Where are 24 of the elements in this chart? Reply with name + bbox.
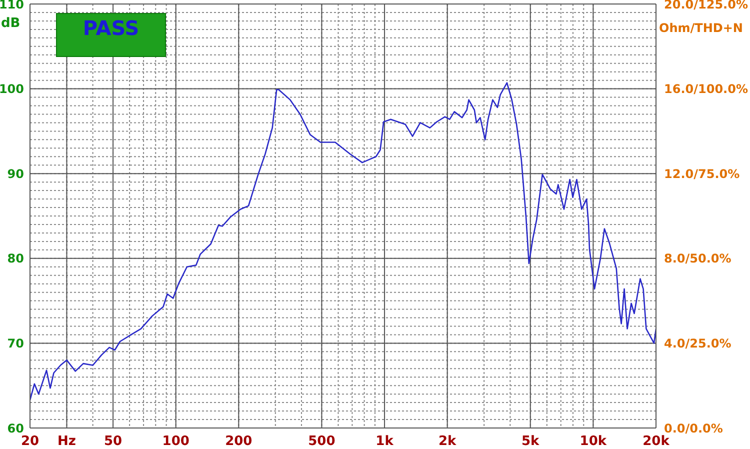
y-tick-label: 60 <box>7 421 24 436</box>
x-tick-label: 2k <box>438 434 457 449</box>
x-tick-label: 50 <box>104 434 122 449</box>
x-tick-label: 1k <box>376 434 394 449</box>
x-tick-label: 20k <box>642 434 670 449</box>
y-tick-label: 80 <box>7 252 24 266</box>
x-tick-label: 100 <box>162 434 190 449</box>
annotation: PASS <box>56 13 166 57</box>
y2-axis-title: Ohm/THD+N <box>659 21 743 35</box>
x-tick-label: 10k <box>580 434 607 449</box>
y-tick-label: 100 <box>0 82 24 96</box>
category-label: 4.0/25.0% <box>664 336 732 350</box>
category-label: 8.0/50.0% <box>664 252 732 266</box>
category-label: 12.0/75.0% <box>664 166 740 181</box>
x-tick-label: 20 <box>20 434 40 449</box>
y-tick-label: 90 <box>7 166 24 181</box>
x-tick-label: Hz <box>58 434 76 449</box>
y-axis-title: dB <box>1 16 20 31</box>
x-tick-label: 500 <box>308 434 336 449</box>
category-label: 0.0/0.0% <box>664 421 723 436</box>
category-label: 16.0/100.0% <box>664 82 748 96</box>
y-tick-label: 70 <box>7 336 24 350</box>
x-tick-label: 5k <box>522 434 540 449</box>
x-tick-label: 200 <box>225 434 252 449</box>
